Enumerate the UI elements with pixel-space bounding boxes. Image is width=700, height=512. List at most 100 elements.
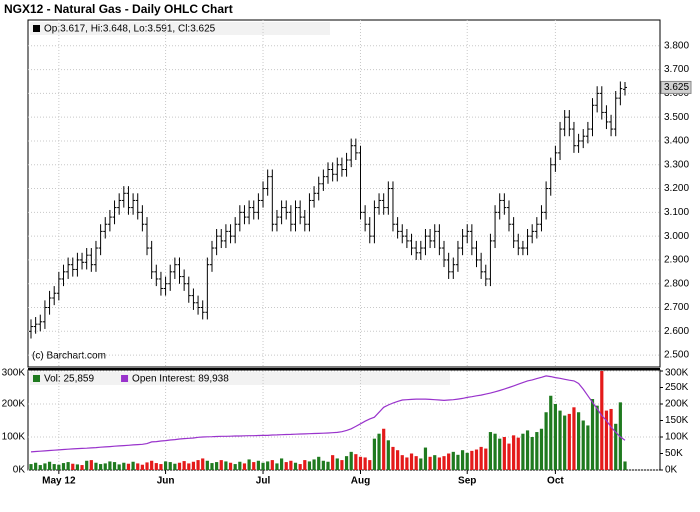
- legend-swatch: [33, 375, 40, 382]
- volume-bar: [293, 462, 298, 470]
- y-tick-label: 2.600: [664, 326, 689, 337]
- y-tick-label: 100K: [2, 432, 26, 443]
- volume-bar: [150, 460, 154, 470]
- x-tick-label: May 12: [42, 476, 76, 487]
- x-tick-label: Aug: [351, 476, 370, 487]
- volume-bar: [279, 458, 284, 470]
- volume-bar: [47, 461, 52, 470]
- volume-bar: [382, 428, 386, 470]
- y-tick-label: 3.400: [664, 136, 689, 147]
- volume-bar: [423, 447, 428, 470]
- volume-bar: [117, 464, 121, 470]
- volume-bar: [298, 464, 302, 470]
- chart-title: NGX12 - Natural Gas - Daily OHLC Chart: [4, 2, 233, 16]
- volume-bar: [456, 454, 460, 470]
- volume-bar: [572, 407, 576, 470]
- volume-bar: [242, 463, 247, 470]
- y2-tick-label: 0K: [665, 465, 678, 476]
- legend-label: Vol: 25,859: [44, 374, 94, 385]
- volume-bar: [525, 430, 530, 470]
- volume-bar: [182, 461, 186, 470]
- volume-bar: [502, 437, 506, 470]
- y-tick-label: 2.800: [664, 278, 689, 289]
- volume-bar: [521, 433, 525, 470]
- volume-bar: [201, 458, 205, 470]
- volume-bar: [173, 463, 177, 470]
- volume-bar: [75, 464, 80, 470]
- volume-bar: [66, 462, 70, 470]
- volume-bar: [159, 464, 163, 470]
- y-tick-label: 3.100: [664, 207, 689, 218]
- volume-bar: [71, 463, 75, 470]
- volume-bar: [57, 464, 61, 470]
- volume-bar: [516, 437, 520, 470]
- price-legend: Op:3.617, Hi:3.648, Lo:3.591, Cl:3.625: [44, 24, 216, 35]
- volume-bar: [609, 408, 613, 470]
- x-tick-label: Jun: [157, 476, 175, 487]
- volume-bar: [563, 415, 567, 470]
- volume-bar: [349, 451, 353, 470]
- volume-bar: [43, 463, 47, 470]
- volume-bar: [600, 371, 604, 470]
- volume-bar: [340, 460, 344, 470]
- volume-bar: [507, 443, 511, 470]
- volume-bar: [437, 457, 441, 470]
- volume-bar: [61, 463, 66, 470]
- y-tick-label: 3.000: [664, 231, 689, 242]
- volume-bar: [558, 410, 562, 470]
- volume-bar: [85, 460, 89, 470]
- volume-bar: [396, 450, 400, 470]
- volume-bar: [590, 399, 595, 470]
- volume-bar: [108, 461, 112, 470]
- y-tick-label: 2.700: [664, 302, 689, 313]
- volume-bar: [512, 435, 516, 470]
- volume-bar: [252, 462, 256, 470]
- legend-label: Open Interest: 89,938: [132, 374, 229, 385]
- volume-legend-box: [30, 372, 450, 385]
- volume-bar: [386, 440, 390, 470]
- volume-bar: [131, 461, 135, 470]
- volume-bar: [451, 451, 455, 470]
- volume-bar: [433, 455, 437, 470]
- volume-bar: [539, 428, 544, 470]
- volume-bar: [261, 462, 265, 470]
- volume-bar: [224, 461, 228, 470]
- volume-bar: [493, 433, 497, 470]
- volume-bar: [498, 438, 502, 470]
- y2-tick-label: 200K: [665, 399, 689, 410]
- volume-bar: [321, 460, 325, 470]
- volume-bar: [447, 453, 451, 470]
- volume-bar: [275, 463, 279, 470]
- volume-bar: [530, 437, 534, 470]
- volume-bar: [604, 410, 609, 470]
- y-tick-label: 2.500: [664, 350, 689, 361]
- volume-bar: [266, 461, 270, 470]
- volume-bar: [168, 462, 172, 470]
- y-tick-label: 3.500: [664, 112, 689, 123]
- volume-bar: [428, 456, 432, 470]
- volume-bar: [474, 449, 479, 470]
- volume-bar: [400, 455, 404, 470]
- y-tick-label: 3.300: [664, 159, 689, 170]
- legend-swatch: [33, 25, 40, 32]
- volume-bar: [460, 450, 465, 470]
- volume-bar: [354, 454, 358, 470]
- volume-bar: [368, 460, 372, 470]
- volume-bar: [205, 460, 209, 470]
- y-tick-label: 300K: [2, 368, 26, 379]
- volume-bar: [576, 412, 581, 470]
- open-interest-line: [30, 375, 626, 453]
- volume-bar: [470, 450, 474, 470]
- volume-bar: [317, 456, 321, 470]
- volume-bar: [247, 459, 251, 470]
- volume-bar: [549, 395, 553, 470]
- volume-bar: [307, 461, 312, 470]
- volume-bar: [479, 446, 483, 470]
- volume-bar: [358, 456, 363, 470]
- volume-bar: [228, 462, 233, 470]
- volume-bar: [623, 461, 627, 470]
- volume-bar: [419, 458, 423, 470]
- volume-bar: [270, 460, 274, 470]
- volume-bar: [191, 461, 196, 470]
